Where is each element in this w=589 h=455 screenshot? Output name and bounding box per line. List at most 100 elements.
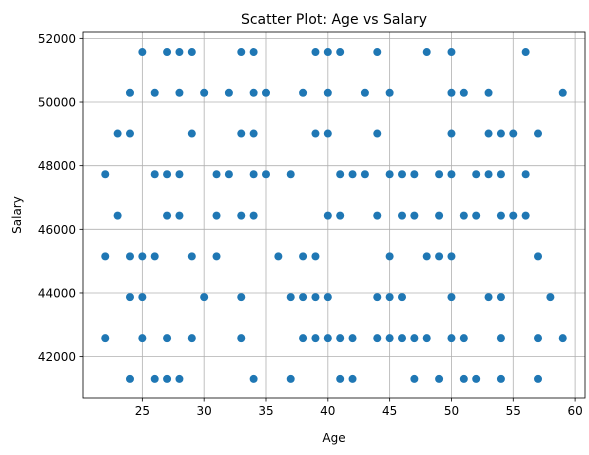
data-point [385, 170, 394, 179]
data-point [435, 211, 444, 220]
data-point [311, 129, 320, 138]
data-point [484, 293, 493, 302]
data-point [286, 374, 295, 383]
data-point [546, 293, 555, 302]
data-point [348, 170, 357, 179]
x-tick-label: 60 [567, 404, 582, 418]
data-point [212, 211, 221, 220]
y-tick-label: 42000 [38, 350, 76, 364]
data-point [150, 88, 159, 97]
data-point [299, 252, 308, 261]
data-point [101, 334, 110, 343]
data-point [249, 374, 258, 383]
data-point [138, 252, 147, 261]
data-point [534, 334, 543, 343]
y-axis-label: Salary [10, 196, 24, 234]
data-point [113, 129, 122, 138]
data-point [274, 252, 283, 261]
data-point [175, 374, 184, 383]
x-tick-label: 35 [258, 404, 273, 418]
data-point [249, 88, 258, 97]
data-point [187, 334, 196, 343]
data-point [385, 88, 394, 97]
data-point [163, 48, 172, 57]
data-point [521, 211, 530, 220]
data-point [348, 374, 357, 383]
data-point [459, 334, 468, 343]
data-point [237, 129, 246, 138]
data-point [249, 48, 258, 57]
data-point [496, 129, 505, 138]
data-point [299, 88, 308, 97]
data-point [398, 211, 407, 220]
data-point [163, 374, 172, 383]
data-point [237, 211, 246, 220]
data-point [175, 48, 184, 57]
data-point [261, 170, 270, 179]
data-point [521, 48, 530, 57]
data-point [496, 374, 505, 383]
data-point [496, 211, 505, 220]
data-point [125, 374, 134, 383]
data-point [398, 170, 407, 179]
data-point [410, 334, 419, 343]
data-point [496, 293, 505, 302]
data-point [101, 252, 110, 261]
data-point [447, 293, 456, 302]
data-point [558, 88, 567, 97]
data-point [447, 129, 456, 138]
data-point [422, 48, 431, 57]
data-point [410, 170, 419, 179]
data-point [534, 374, 543, 383]
data-point [323, 334, 332, 343]
data-point [125, 129, 134, 138]
data-point [484, 129, 493, 138]
data-point [496, 334, 505, 343]
data-point [484, 88, 493, 97]
data-point [472, 374, 481, 383]
data-point [187, 48, 196, 57]
data-point [336, 48, 345, 57]
y-tick-label: 44000 [38, 286, 76, 300]
data-point [373, 293, 382, 302]
data-point [435, 252, 444, 261]
data-point [521, 170, 530, 179]
data-point [447, 252, 456, 261]
data-point [175, 211, 184, 220]
data-point [101, 170, 110, 179]
data-point [336, 170, 345, 179]
data-point [237, 334, 246, 343]
data-point [175, 88, 184, 97]
y-tick-label: 52000 [38, 32, 76, 46]
data-point [311, 293, 320, 302]
data-point [447, 48, 456, 57]
data-point [138, 334, 147, 343]
x-tick-label: 55 [506, 404, 521, 418]
data-point [311, 48, 320, 57]
data-point [323, 211, 332, 220]
data-point [410, 211, 419, 220]
data-point [336, 211, 345, 220]
data-point [311, 334, 320, 343]
data-point [459, 88, 468, 97]
data-point [336, 334, 345, 343]
data-point [484, 170, 493, 179]
data-point [373, 48, 382, 57]
data-point [163, 170, 172, 179]
x-tick-label: 25 [135, 404, 150, 418]
data-point [200, 88, 209, 97]
chart-title: Scatter Plot: Age vs Salary [241, 12, 427, 28]
data-point [509, 129, 518, 138]
data-point [447, 88, 456, 97]
data-point [212, 252, 221, 261]
data-point [472, 170, 481, 179]
data-point [163, 211, 172, 220]
data-point [261, 88, 270, 97]
data-point [113, 211, 122, 220]
data-point [150, 170, 159, 179]
data-point [187, 129, 196, 138]
data-point [187, 252, 196, 261]
data-point [385, 334, 394, 343]
data-point [323, 293, 332, 302]
